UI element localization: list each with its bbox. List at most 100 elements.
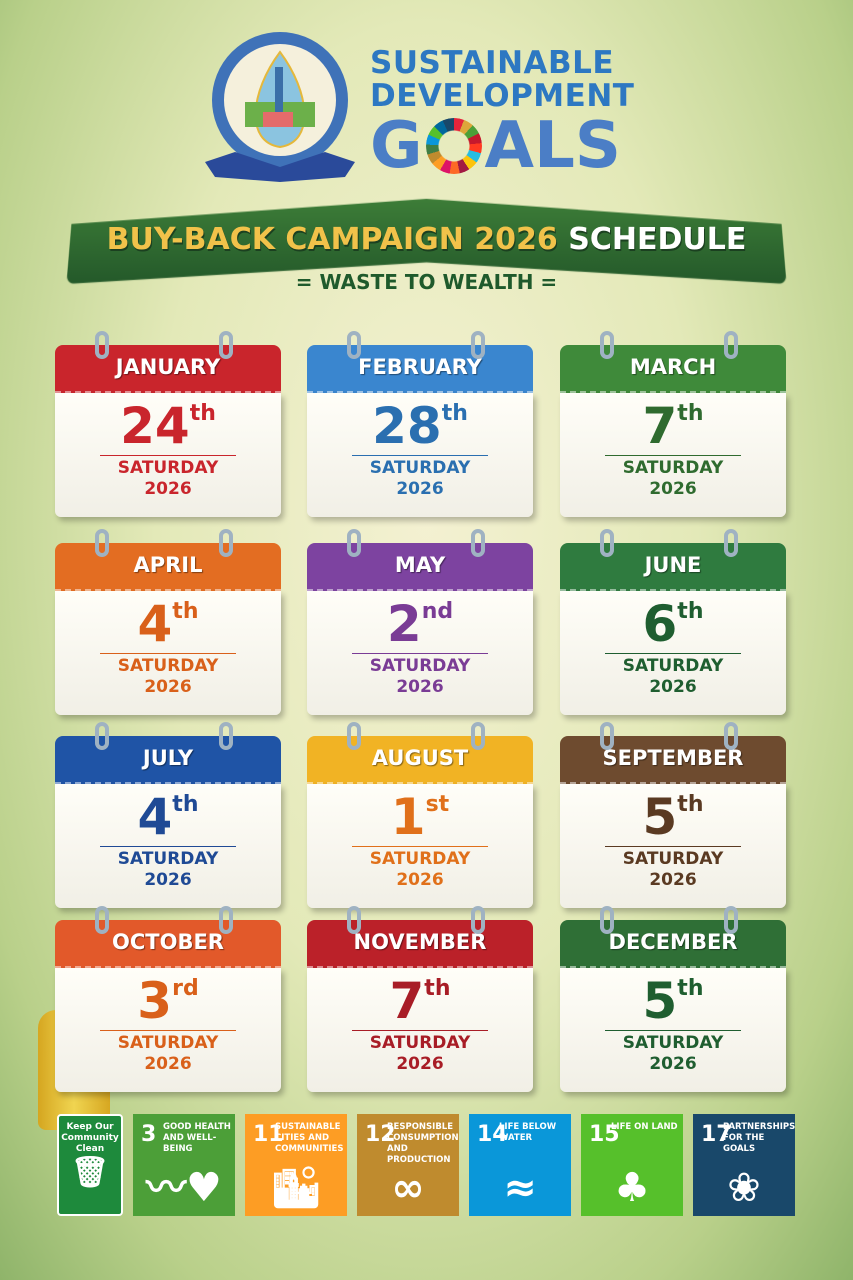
city-icon: 🏙 [270,1165,322,1211]
day-suffix: th [172,792,199,817]
goal-label: LIFE ON LAND [611,1122,678,1132]
divider [605,1030,741,1031]
divider [100,455,236,456]
day-number: 24 [120,397,190,455]
calendar-page: 4th SATURDAY 2026 [55,784,281,908]
calendar-july: JULY 4th SATURDAY 2026 [55,722,281,908]
weekday: SATURDAY [369,849,471,869]
day-suffix: th [677,401,704,426]
campaign-title: BUY-BACK CAMPAIGN 2026 SCHEDULE [0,222,853,257]
binder-ring-icon [347,331,361,359]
calendar-date: 7th [560,401,786,451]
calendar-date: 4th [55,599,281,649]
binder-ring-icon [95,331,109,359]
calendar-page: 4th SATURDAY 2026 [55,591,281,715]
sdg-wordmark: SUSTAINABLE DEVELOPMENT G ALS [370,45,634,183]
year: 2026 [144,479,192,499]
day-suffix: th [677,599,704,624]
day-suffix: th [441,401,468,426]
day-number: 4 [137,788,173,846]
goal-label: LIFE BELOW WATER [499,1122,557,1143]
calendar-month: FEBRUARY [307,345,533,393]
calendar-november: NOVEMBER 7th SATURDAY 2026 [307,906,533,1092]
keep-clean-sign: Keep Our Community Clean 🗑 [57,1114,123,1216]
title-part1: BUY-BACK CAMPAIGN 2026 [106,222,558,257]
fish-icon: ≈ [503,1165,537,1211]
calendar-month: AUGUST [307,736,533,784]
calendar-date: 2nd [307,599,533,649]
goals-rest: ALS [484,109,621,183]
calendar-september: SEPTEMBER 5th SATURDAY 2026 [560,722,786,908]
goal-number: 12 [365,1122,396,1147]
day-number: 7 [389,972,425,1030]
sdg-line1: SUSTAINABLE [370,45,615,81]
weekday: SATURDAY [117,458,219,478]
weekday: SATURDAY [117,849,219,869]
year: 2026 [144,1054,192,1074]
goal-number: 15 [589,1122,620,1147]
weekday: SATURDAY [369,1033,471,1053]
day-suffix: th [677,792,704,817]
calendar-date: 1st [307,792,533,842]
goal-number: 3 [141,1122,157,1147]
calendar-date: 5th [560,976,786,1026]
sdg-tile-12: 12 RESPONSIBLE CONSUMPTION AND PRODUCTIO… [357,1114,459,1216]
day-suffix: rd [172,976,199,1001]
calendar-page: 5th SATURDAY 2026 [560,784,786,908]
binder-ring-icon [95,722,109,750]
divider [605,846,741,847]
calendar-month: SEPTEMBER [560,736,786,784]
sdg-tile-3: 3 GOOD HEALTH AND WELL-BEING 〰♥ [133,1114,235,1216]
binder-ring-icon [471,331,485,359]
year: 2026 [396,677,444,697]
calendar-page: 7th SATURDAY 2026 [560,393,786,517]
calendar-page: 7th SATURDAY 2026 [307,968,533,1092]
binder-ring-icon [724,722,738,750]
calendar-date: 5th [560,792,786,842]
calendar-october: OCTOBER 3rd SATURDAY 2026 [55,906,281,1092]
divider [605,455,741,456]
day-suffix: nd [421,599,454,624]
day-number: 1 [390,788,426,846]
day-number: 2 [386,595,422,653]
calendar-august: AUGUST 1st SATURDAY 2026 [307,722,533,908]
binder-ring-icon [724,906,738,934]
binder-ring-icon [724,529,738,557]
binder-ring-icon [724,331,738,359]
divider [352,653,488,654]
calendar-date: 28th [307,401,533,451]
year: 2026 [649,1054,697,1074]
weekday: SATURDAY [369,458,471,478]
sdg-tile-17: 17 PARTNERSHIPS FOR THE GOALS ❀ [693,1114,795,1216]
binder-ring-icon [347,529,361,557]
day-number: 5 [642,788,678,846]
calendar-month: NOVEMBER [307,920,533,968]
goal-label: SUSTAINABLE CITIES AND COMMUNITIES [275,1122,344,1154]
binder-ring-icon [600,906,614,934]
day-number: 7 [642,397,678,455]
calendar-date: 24th [55,401,281,451]
partnership-flower-icon: ❀ [727,1165,761,1211]
divider [352,1030,488,1031]
binder-ring-icon [471,906,485,934]
day-number: 28 [372,397,442,455]
calendar-date: 4th [55,792,281,842]
binder-ring-icon [95,906,109,934]
divider [100,1030,236,1031]
binder-ring-icon [347,722,361,750]
infinity-icon: ∞ [391,1165,425,1211]
calendar-june: JUNE 6th SATURDAY 2026 [560,529,786,715]
trash-bin-icon: 🗑 [70,1155,110,1190]
goal-label: PARTNERSHIPS FOR THE GOALS [723,1122,796,1154]
binder-ring-icon [347,906,361,934]
binder-ring-icon [600,722,614,750]
goal-number: 14 [477,1122,508,1147]
binder-ring-icon [219,331,233,359]
binder-ring-icon [600,529,614,557]
calendar-month: JANUARY [55,345,281,393]
heartbeat-icon: 〰♥ [146,1165,222,1211]
binder-ring-icon [471,722,485,750]
city-council-logo [205,32,355,182]
divider [352,846,488,847]
calendar-february: FEBRUARY 28th SATURDAY 2026 [307,331,533,517]
